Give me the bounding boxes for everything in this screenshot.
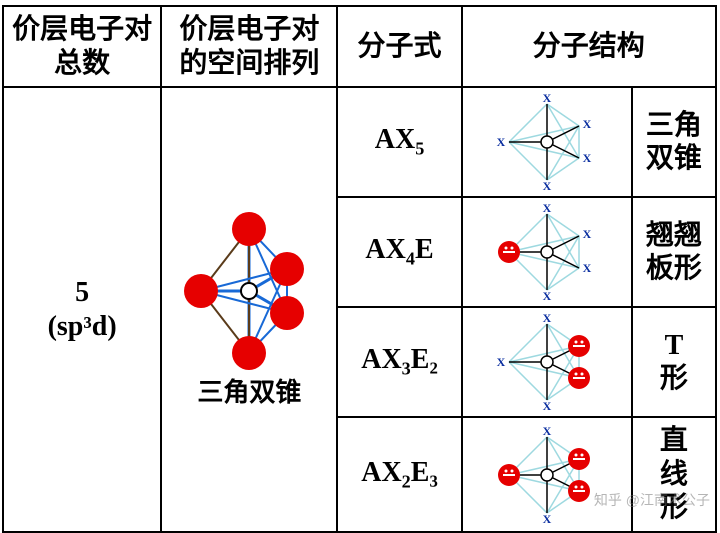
total-hybrid: (sp³d) [8,310,156,344]
svg-text:X: X [582,117,591,131]
svg-text:X: X [542,94,551,105]
geometry-label: 三角双锥 [166,377,332,408]
shape-svg-ax2e3: X X [479,427,615,523]
shape-diagram-ax4e: X X X X [462,197,632,307]
cell-geometry: 三角双锥 [161,87,337,532]
shape-diagram-ax5: X X X X X [462,87,632,197]
svg-text:X: X [582,227,591,241]
shape-name-ax4e: 翘翘板形 [632,197,716,307]
svg-text:X: X [496,355,505,369]
header-formula: 分子式 [337,6,461,87]
svg-text:X: X [542,314,551,325]
shape-name-ax2e3: 直线形 [632,417,716,532]
svg-text:X: X [582,151,591,165]
shape-svg-ax4e: X X X X [479,204,615,300]
svg-text:X: X [542,289,551,300]
geometry-diagram [179,211,319,371]
header-structure: 分子结构 [462,6,716,87]
svg-text:X: X [542,399,551,410]
svg-text:X: X [496,135,505,149]
header-total: 价层电子对总数 [3,6,161,87]
row-ax5: 5 (sp³d) 三角双锥 AX5 [3,87,716,197]
svg-text:X: X [542,512,551,523]
formula-ax2e3: AX2E₃ [337,417,461,532]
shape-name-ax5: 三角双锥 [632,87,716,197]
svg-text:X: X [542,179,551,190]
shape-svg-ax5: X X X X X [479,94,615,190]
formula-ax3e2: AX3E₂ [337,307,461,417]
formula-ax5: AX5 [337,87,461,197]
svg-text:X: X [582,261,591,275]
shape-svg-ax3e2: X X X [479,314,615,410]
svg-text:X: X [542,204,551,215]
cell-total: 5 (sp³d) [3,87,161,532]
header-arrangement: 价层电子对的空间排列 [161,6,337,87]
total-n: 5 [8,276,156,310]
header-row: 价层电子对总数 价层电子对的空间排列 分子式 分子结构 [3,6,716,87]
vsepr-table: 价层电子对总数 价层电子对的空间排列 分子式 分子结构 5 (sp³d) [2,5,717,533]
shape-diagram-ax3e2: X X X [462,307,632,417]
svg-text:X: X [542,427,551,438]
shape-name-ax3e2: T形 [632,307,716,417]
formula-ax4e: AX4E [337,197,461,307]
shape-diagram-ax2e3: X X [462,417,632,532]
